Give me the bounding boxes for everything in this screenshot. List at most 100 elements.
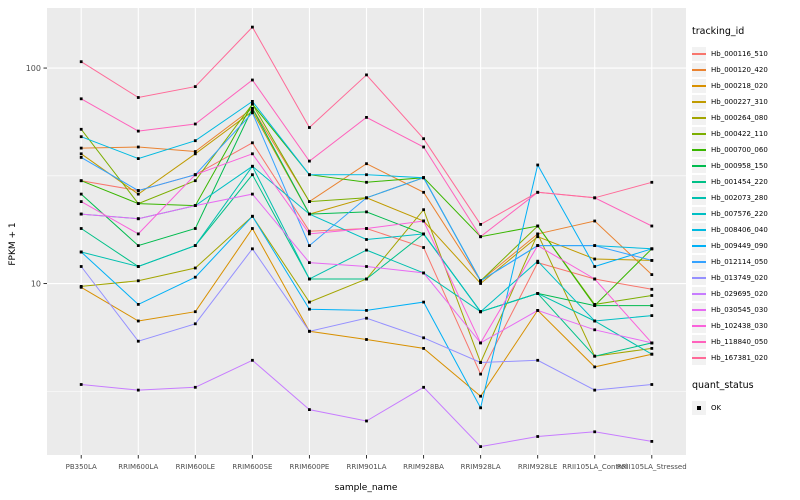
legend-item-label: Hb_012114_050 <box>711 258 768 266</box>
data-point <box>79 146 83 150</box>
data-point <box>593 365 597 369</box>
legend-item: Hb_000120_420 <box>692 62 768 78</box>
data-point <box>593 319 597 323</box>
data-point <box>536 244 540 247</box>
data-point <box>593 257 597 261</box>
data-point <box>479 223 482 226</box>
data-point <box>193 227 197 230</box>
data-point <box>365 419 368 423</box>
data-point <box>308 232 311 236</box>
quant-legend-items: OK <box>692 400 768 416</box>
data-point <box>308 212 311 216</box>
legend-key-line-icon <box>692 223 706 237</box>
legend: tracking_id Hb_000116_510 Hb_000120_420 Hb… <box>692 24 768 416</box>
data-point <box>79 212 83 216</box>
data-point <box>79 60 83 64</box>
data-point <box>308 200 311 203</box>
data-point <box>136 157 140 160</box>
data-point <box>193 385 197 389</box>
legend-item: Hb_029695_020 <box>692 286 768 302</box>
legend-items: Hb_000116_510 Hb_000120_420 Hb_000218_020 H… <box>692 46 768 366</box>
data-point <box>650 273 654 276</box>
legend-item-label: Hb_013749_020 <box>711 274 768 282</box>
plot-panel: 10 100 PB350LA RRIM600LA RRIM600LE RRIM600SE R… <box>26 8 687 471</box>
legend-key-line-icon <box>692 239 706 253</box>
data-point <box>136 96 140 99</box>
legend-item: Hb_000227_310 <box>692 94 768 110</box>
data-point <box>251 100 254 103</box>
data-point <box>79 200 83 203</box>
data-point <box>308 408 311 411</box>
data-point <box>193 310 197 314</box>
legend-key-line-icon <box>692 79 706 93</box>
series-points-Hb_009449_090 <box>79 163 654 410</box>
data-point <box>79 192 83 196</box>
data-point <box>365 162 368 166</box>
data-point <box>251 141 254 145</box>
legend-item-label: Hb_167381_020 <box>711 354 768 362</box>
legend-item-label: Hb_000422_110 <box>711 130 768 138</box>
legend-item-label: Hb_000218_020 <box>711 82 768 90</box>
legend-item-label: Hb_002073_280 <box>711 194 768 202</box>
series-points-Hb_013749_020 <box>79 247 654 392</box>
data-point <box>650 352 654 356</box>
data-point <box>308 307 311 311</box>
legend-item-label: Hb_000958_150 <box>711 162 768 170</box>
data-point <box>136 303 140 306</box>
y-tick-label: 10 <box>31 279 41 288</box>
data-point <box>251 152 254 156</box>
data-point <box>422 190 425 194</box>
data-point <box>650 287 654 291</box>
legend-item: Hb_009449_090 <box>692 238 768 254</box>
data-point <box>251 78 254 82</box>
data-point <box>308 329 311 333</box>
legend-key-square-icon <box>692 401 706 415</box>
data-point <box>365 238 368 241</box>
x-tick-label: RRIM928LA <box>461 463 501 471</box>
data-point <box>79 152 83 156</box>
data-point <box>251 247 254 251</box>
data-point <box>193 152 197 156</box>
data-point <box>308 244 311 247</box>
data-point <box>251 192 254 196</box>
data-point <box>365 180 368 184</box>
legend-key-line-icon <box>692 319 706 333</box>
legend-item: Hb_012114_050 <box>692 254 768 270</box>
data-point <box>593 304 597 307</box>
data-point <box>136 202 140 205</box>
data-point <box>422 208 425 212</box>
x-tick-label: RRIM928BA <box>403 463 444 471</box>
legend-item-label: Hb_000264_080 <box>711 114 768 122</box>
data-point <box>365 309 368 312</box>
legend-item-label: Hb_007576_220 <box>711 210 768 218</box>
data-point <box>136 388 140 392</box>
legend-title-quant-status: quant_status <box>692 380 754 391</box>
x-tick-label: PB350LA <box>66 463 97 471</box>
data-point <box>136 319 140 323</box>
data-point <box>593 328 597 332</box>
legend-item-label: Hb_000116_510 <box>711 50 768 58</box>
data-point <box>193 275 197 279</box>
data-point <box>650 314 654 317</box>
legend-item-label: Hb_102438_030 <box>711 322 768 330</box>
data-point <box>536 435 540 438</box>
data-point <box>136 244 140 247</box>
legend-key-line-icon <box>692 255 706 269</box>
data-point <box>536 163 540 167</box>
y-axis-title: FPKM + 1 <box>8 222 18 266</box>
data-point <box>251 25 254 29</box>
data-point <box>79 127 83 131</box>
data-point <box>479 394 482 398</box>
data-point <box>593 354 597 358</box>
legend-key-line-icon <box>692 175 706 189</box>
data-point <box>365 316 368 320</box>
data-point <box>251 111 254 115</box>
data-point <box>593 277 597 281</box>
data-point <box>193 204 197 207</box>
legend-key-line-icon <box>692 207 706 221</box>
legend-item-label: Hb_009449_090 <box>711 242 768 250</box>
data-point <box>593 196 597 200</box>
x-tick-label: RRIM928LE <box>518 463 558 471</box>
legend-key-line-icon <box>692 47 706 61</box>
data-point <box>251 227 254 230</box>
